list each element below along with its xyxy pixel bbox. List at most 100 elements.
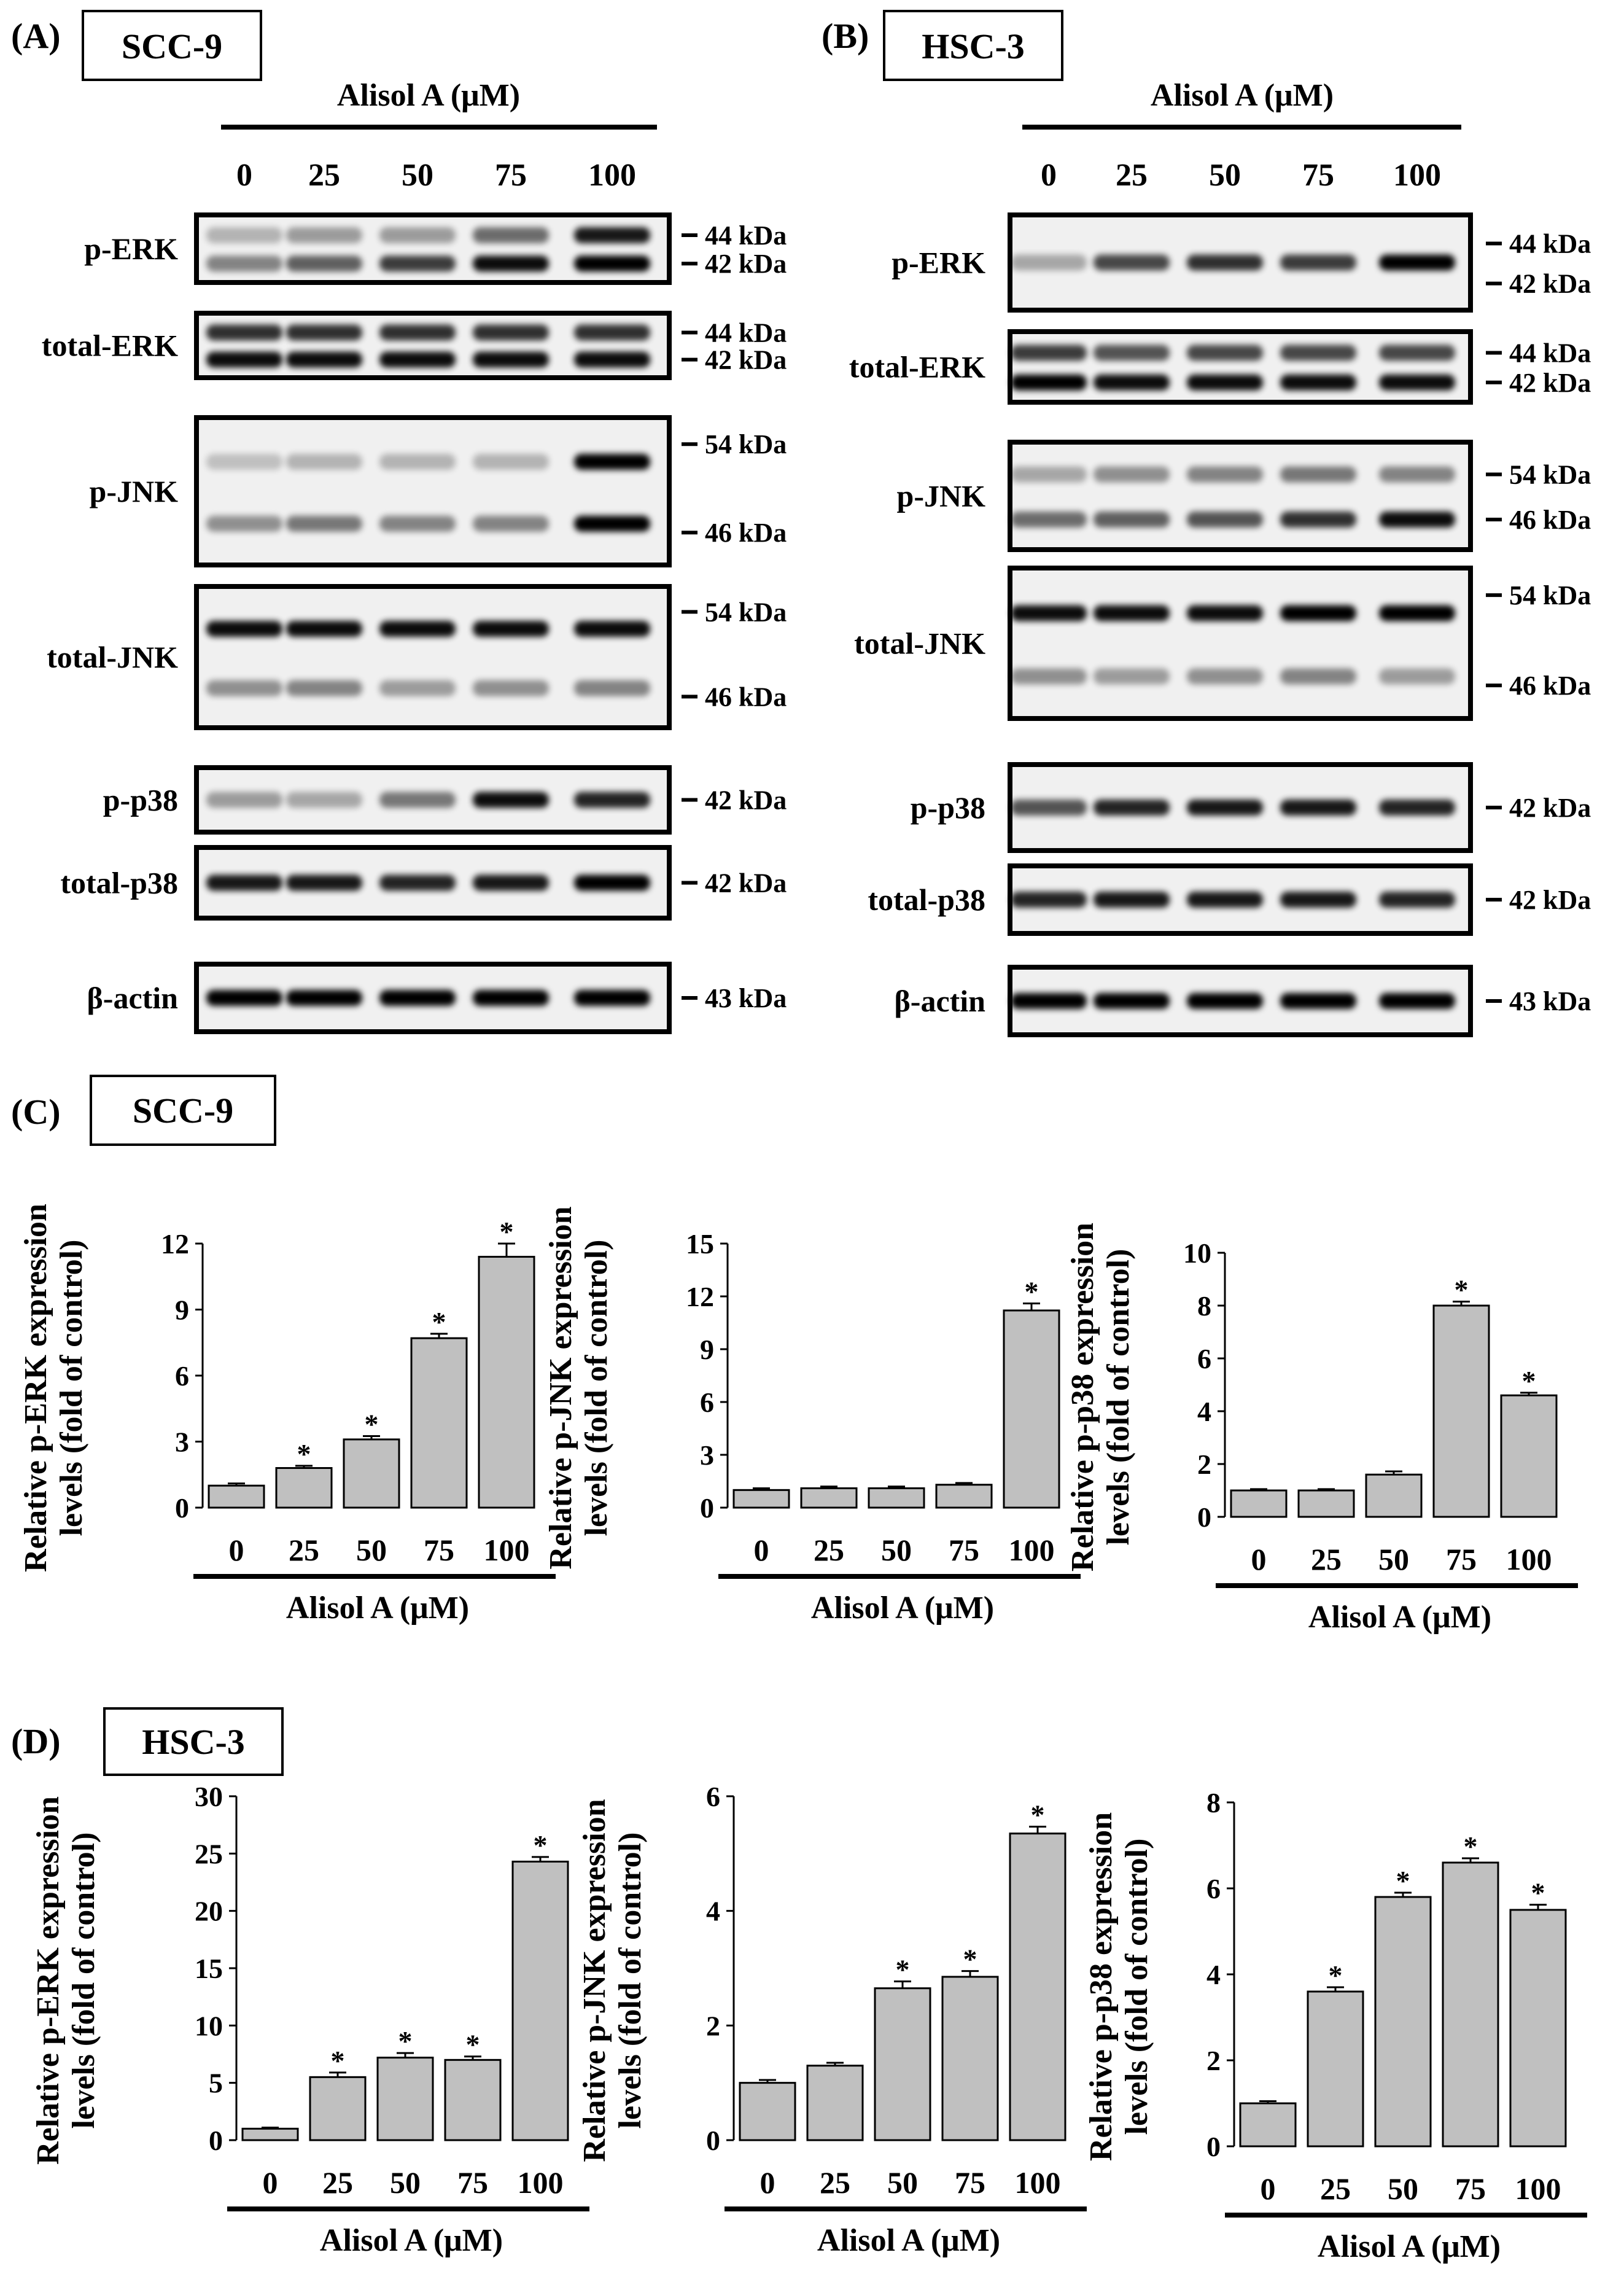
blot-frame [1008,329,1473,405]
significance-marker: * [1031,1799,1045,1830]
marker-label: 46 kDa [1509,505,1591,535]
blot-band [286,324,362,341]
blot-band [379,874,456,891]
blot-label: total-p38 [60,866,178,900]
bar [806,2065,864,2141]
blot-band [1379,466,1455,483]
y-tick-label: 8 [1197,1290,1211,1322]
x-tick-label: 50 [356,1533,387,1567]
blot-band [1094,374,1170,391]
blot-frame [194,584,672,730]
blot-band [1094,892,1170,908]
marker-label: 42 kDa [1509,793,1591,823]
x-tick-label: 50 [881,1533,912,1567]
panel-b-treatment-label: Alisol A (μM) [1151,78,1334,113]
bar [1500,1394,1558,1518]
significance-marker: * [896,1953,910,1985]
dose-label: 50 [1209,158,1241,193]
marker-label: 43 kDa [1509,986,1591,1016]
y-tick-label: 10 [1183,1237,1211,1269]
blot-band [379,227,456,243]
blot-band [1379,800,1455,816]
y-tick-label: 8 [1206,1787,1221,1818]
marker-label: 42 kDa [705,868,787,898]
marker-label: 44 kDa [705,318,787,348]
blot-band [473,792,549,808]
blot-band [286,227,362,243]
bar [208,1484,265,1509]
bar [444,2058,502,2141]
x-tick-label: 100 [518,2165,564,2200]
blot-band [379,255,456,272]
blot-band [286,454,362,470]
bar [1509,1909,1567,2148]
bar [739,2082,796,2141]
marker-label: 46 kDa [705,682,787,712]
y-tick-label: 2 [1197,1449,1211,1480]
y-axis-label: levels (fold of control) [54,1240,89,1536]
y-tick-label: 0 [175,1492,189,1524]
dose-label: 0 [1041,158,1057,193]
blot-label: total-p38 [868,882,985,917]
blot-band [1187,993,1263,1009]
blot-band [473,324,549,341]
blot-p-p38: p-p38 42 kDa [911,762,1591,853]
y-tick-label: 3 [700,1439,714,1471]
panel-b-letter: (B) [822,16,869,56]
dose-label: 25 [1116,158,1148,193]
blot-frame [1008,566,1473,721]
blot-band [1187,466,1263,483]
blot-band [1011,466,1087,483]
blot-band [1187,800,1263,816]
blot-band [574,227,650,243]
blot-band [1094,345,1170,361]
blot-total-p38: total-p38 42 kDa [60,845,787,921]
blot-band [206,792,282,808]
blot-band [206,515,282,532]
bar [732,1489,790,1509]
blot-frame [194,212,672,285]
bar [800,1487,858,1509]
blot-band [1379,993,1455,1009]
blot-band [286,351,362,368]
blot-band [379,454,456,470]
blot-band [379,351,456,368]
x-tick-label: 50 [390,2165,421,2200]
y-axis-label: levels (fold of control) [579,1240,614,1536]
blot-label: total-ERK [42,329,178,363]
y-tick-label: 12 [686,1281,714,1312]
blot-band [1011,374,1087,391]
blot-band [206,351,282,368]
y-tick-label: 4 [1197,1396,1211,1427]
blot-band [1011,800,1087,816]
blot-total-jnk: total-JNK 54 kDa 46 kDa [854,566,1591,721]
bar [1003,1309,1060,1509]
y-tick-label: 0 [1206,2131,1221,2162]
bar [1239,2102,1297,2148]
significance-marker: * [1531,1877,1545,1909]
blot-label: β-actin [87,981,178,1015]
blot-band [206,227,282,243]
x-tick-label: 75 [1446,1542,1477,1576]
bar [241,2127,299,2141]
blot-band [1187,374,1263,391]
blot-band [1011,993,1087,1009]
x-tick-label: 100 [1506,1542,1552,1576]
y-tick-label: 9 [700,1334,714,1365]
blot-p-p38: p-p38 42 kDa [103,765,787,835]
blot-band [206,324,282,341]
y-tick-label: 5 [209,2068,223,2099]
panel-a: (A) SCC-9 Alisol A (μM) 0 25 50 75 100 p-ERK… [11,10,787,1034]
blot-band [574,324,650,341]
blot-band [286,680,362,696]
blot-p-jnk: p-JNK 54 kDa 46 kDa [897,440,1591,552]
marker-label: 54 kDa [705,429,787,459]
blot-band [574,515,650,532]
x-tick-label: 0 [229,1533,244,1567]
y-tick-label: 4 [1206,1959,1221,1990]
blot-band [286,621,362,637]
blot-band [574,255,650,272]
panel-d-cell-line: HSC-3 [142,1722,245,1762]
blot-band [473,990,549,1006]
